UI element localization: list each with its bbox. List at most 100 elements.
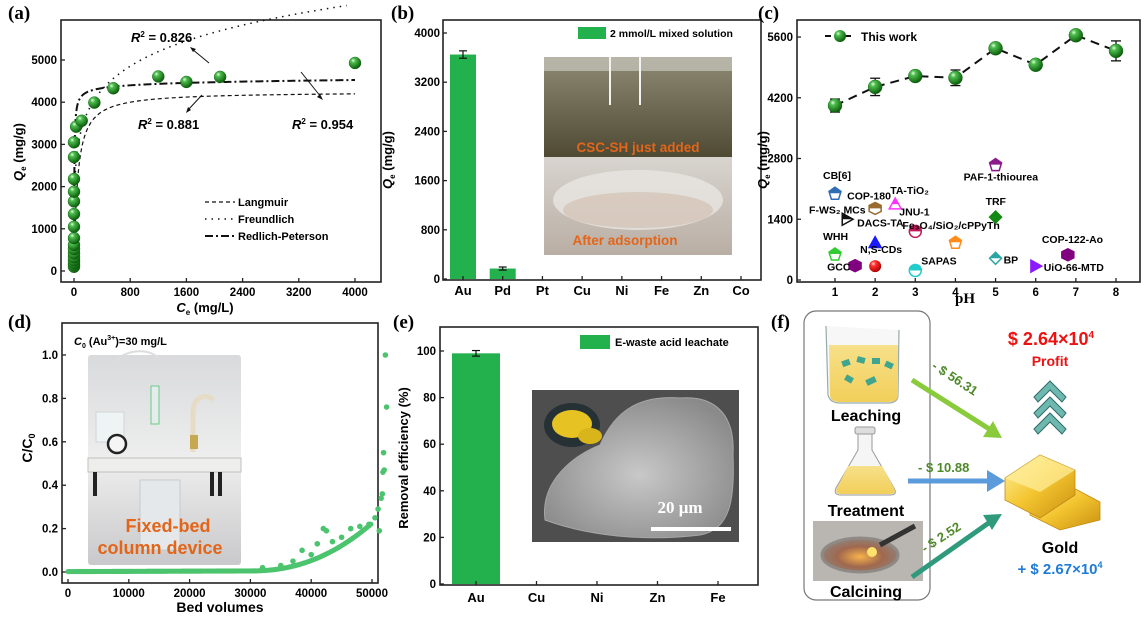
marker-cb-6--fill [829,187,841,194]
y-tick-label: 20 [423,532,436,544]
data-point [67,172,81,186]
data-point [382,352,389,358]
x-tick-label: Ni [591,590,604,605]
beaker-icon [825,325,900,404]
y-axis-label-b: Qe (mg/g) [380,131,397,189]
data-point [375,506,381,512]
x-tick-label: 30000 [234,588,266,600]
scale-bar-label: 20 μm [657,498,702,517]
marker-label: PAF-1-thiourea [964,172,1039,184]
arrowhead-icon [186,107,191,113]
x-tick-label: 6 [1033,287,1039,299]
marker-uio-66-mtd [1030,258,1044,274]
y-tick-label: 4000 [31,97,57,109]
x-tick-label: 4 [952,287,959,299]
plot-frame-e [439,326,759,586]
marker-label: N,S-CDs [860,244,902,256]
y-tick-label: 60 [423,439,436,451]
data-point [381,467,387,473]
x-tick-label: 5 [992,287,999,299]
marker-n-s-cds [869,260,882,273]
bars-e [452,349,500,584]
marker-cop-122-ao [1061,247,1075,262]
panel-c: (c) 1 2 3 4 5 6 7 8 0 1400 2800 4200 5600 CB[6] COP-1… [755,3,1141,307]
r2-redlich-peterson: R2 = 0.954 [292,117,354,132]
y-tick-label: 0.0 [42,567,58,579]
chevrons-up-icon [1033,380,1067,435]
this-work-point [867,79,883,95]
this-work-point [827,98,843,113]
marker-label: COP-180 [847,190,891,202]
panel-label-d: (d) [8,312,31,333]
marker-trf [988,210,1003,225]
calcining-photo [813,521,923,581]
panel-a: (a) 0 800 1600 2400 3200 4000 0 1000 2000 3000 400… [8,3,382,317]
step-calcining: Calcining [830,584,902,601]
x-axis-label-c: pH [955,291,975,307]
data-point [299,547,305,554]
data-point [75,114,88,127]
legend-c: This work [825,30,917,44]
y-tick-label: 3000 [31,139,57,151]
panel-label-c: (c) [758,3,779,24]
gold-label: Gold [1042,540,1078,557]
legend-item: 2 mmol/L mixed solution [610,28,733,40]
legend-swatch-b [578,27,606,39]
redlich-peterson-fit-line [73,79,356,272]
y-tick-label: 0 [787,275,793,287]
data-point [67,185,81,198]
x-tick-label: Fe [710,590,725,605]
marker-label: TA-TiO₂ [890,185,929,197]
marker-label: BP [1004,254,1019,266]
x-tick-label: 20000 [174,588,206,600]
r2-langmuir: R2 = 0.881 [138,117,199,132]
data-point [378,495,384,502]
x-tick-label: 1 [832,287,839,299]
x-tick-label: Co [732,283,749,298]
marker-paf-1-thiourea-fill [989,158,1002,165]
data-point [152,70,165,83]
step-leaching: Leaching [831,408,901,425]
y-tick-label: 1600 [414,176,440,188]
legend-a: Langmuir Freundlich Redlich-Peterson [205,197,329,243]
data-point [67,150,81,164]
y-tick-label: 1.0 [42,350,58,362]
y-tick-label: 0.8 [42,393,59,405]
y-tick-label: 80 [423,393,436,405]
freundlich-fit-line [73,4,347,218]
plot-frame-b [442,19,762,281]
marker-f-ws-mcs-fill [842,213,854,220]
this-work-point [1028,57,1043,72]
y-tick-label: 4200 [767,93,793,105]
x-tick-label: 2400 [230,287,256,299]
marker-label: TRF [986,196,1007,208]
x-tick-label: Zn [693,283,709,298]
data-point [67,231,81,245]
y-tick-label: 2000 [31,182,57,194]
marker-whh-fill [829,247,841,254]
x-tick-label: Au [467,590,484,605]
flask-icon [834,426,896,496]
x-axis-label-d: Bed volumes [176,599,263,615]
y-tick-label: 0 [434,274,440,286]
data-point [290,558,296,564]
photo-inset-column: Fixed-bed column device [87,350,242,565]
sem-inset-image: 20 μm [532,390,739,542]
marker-label: F-WS₂ MCs [809,204,866,216]
panel-b: (b) CSC-SH just added After adsorption 0… [380,3,762,298]
legend-swatch-e [580,335,610,349]
y-tick-label: 0.2 [42,524,58,536]
data-point [314,540,321,547]
axis-ticks-b: 0 800 1600 2400 3200 4000 Au Pd Pt Cu Ni Fe Zn Co [414,28,749,298]
legend-item: This work [861,30,917,44]
inset-label-line2: column device [97,538,222,558]
data-point [379,491,386,497]
x-tick-label: 800 [121,287,140,299]
step-treatment: Treatment [828,503,905,520]
y-axis-label-e: Removal efficiency (%) [396,387,411,529]
axis-ticks-a: 0 800 1600 2400 3200 4000 0 1000 2000 3000 4000 500… [31,55,367,299]
y-tick-label: 0.4 [42,480,59,492]
plot-frame-c [796,19,1141,283]
data-point [67,136,81,149]
